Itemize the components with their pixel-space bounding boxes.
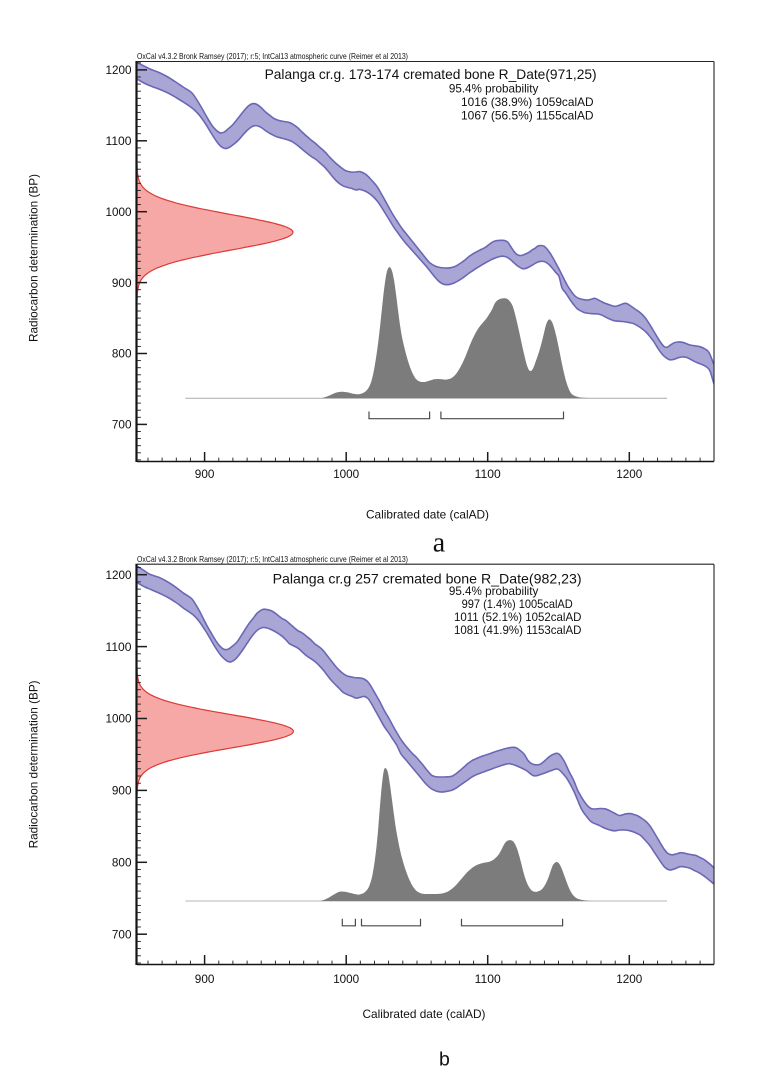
svg-text:700: 700 <box>112 928 132 941</box>
svg-text:1100: 1100 <box>106 135 133 148</box>
svg-text:1200: 1200 <box>106 64 132 77</box>
svg-text:997 (1.4%) 1005calAD: 997 (1.4%) 1005calAD <box>462 598 573 611</box>
svg-text:900: 900 <box>112 277 132 290</box>
svg-text:1067 (56.5%) 1155calAD: 1067 (56.5%) 1155calAD <box>461 110 594 123</box>
svg-text:1200: 1200 <box>106 569 132 582</box>
svg-text:800: 800 <box>112 348 132 361</box>
svg-text:1000: 1000 <box>106 713 132 726</box>
svg-text:1000: 1000 <box>333 973 359 986</box>
svg-text:1081 (41.9%) 1153calAD: 1081 (41.9%) 1153calAD <box>454 624 582 637</box>
svg-text:900: 900 <box>112 785 132 798</box>
svg-text:1000: 1000 <box>106 206 132 219</box>
svg-text:Radiocarbon determination (BP): Radiocarbon determination (BP) <box>27 680 41 848</box>
svg-text:OxCal v4.3.2 Bronk Ramsey (201: OxCal v4.3.2 Bronk Ramsey (2017); r:5; I… <box>137 554 408 564</box>
svg-text:a: a <box>433 528 446 559</box>
svg-text:1000: 1000 <box>333 468 359 481</box>
svg-text:900: 900 <box>195 468 215 481</box>
svg-text:Calibrated date (calAD): Calibrated date (calAD) <box>366 507 489 521</box>
svg-text:95.4% probability: 95.4% probability <box>449 585 539 598</box>
svg-text:95.4% probability: 95.4% probability <box>449 82 539 95</box>
svg-text:b: b <box>439 1048 450 1070</box>
svg-text:Radiocarbon determination (BP): Radiocarbon determination (BP) <box>27 174 41 342</box>
svg-text:1100: 1100 <box>475 468 502 481</box>
svg-text:1200: 1200 <box>616 973 642 986</box>
svg-text:700: 700 <box>112 419 132 432</box>
svg-text:1200: 1200 <box>616 468 642 481</box>
svg-text:1100: 1100 <box>106 641 133 654</box>
svg-text:1016 (38.9%) 1059calAD: 1016 (38.9%) 1059calAD <box>461 96 594 109</box>
svg-text:800: 800 <box>112 857 132 870</box>
svg-text:Palanga cr.g. 173-174 cremated: Palanga cr.g. 173-174 cremated bone R_Da… <box>265 66 597 82</box>
svg-text:OxCal v4.3.2 Bronk Ramsey (201: OxCal v4.3.2 Bronk Ramsey (2017); r:5; I… <box>137 51 408 61</box>
svg-text:1011 (52.1%) 1052calAD: 1011 (52.1%) 1052calAD <box>454 611 582 624</box>
svg-text:Calibrated date (calAD): Calibrated date (calAD) <box>363 1007 486 1021</box>
svg-text:900: 900 <box>195 973 215 986</box>
svg-text:Palanga cr.g 257 cremated bone: Palanga cr.g 257 cremated bone R_Date(98… <box>273 570 582 586</box>
svg-text:1100: 1100 <box>475 973 502 986</box>
